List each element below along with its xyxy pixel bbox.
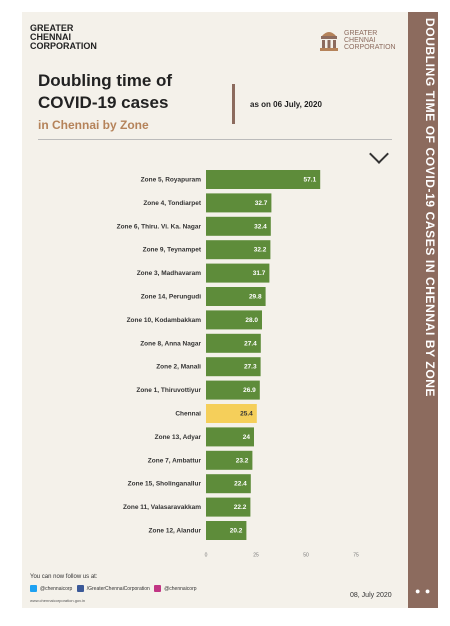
title-divider [232, 84, 235, 124]
brand-line: CHENNAI [30, 32, 72, 42]
title-line: COVID-19 cases [38, 93, 169, 112]
gcc-emblem-icon [320, 32, 338, 51]
category-label: Zone 3, Madhavaram [137, 270, 202, 277]
bar [206, 380, 260, 400]
social-links: @chennaicorp /GreaterChennaiCorporation … [30, 585, 200, 592]
page-subtitle: in Chennai by Zone [38, 118, 149, 132]
bar [206, 427, 254, 447]
twitter-icon[interactable] [30, 585, 37, 592]
category-label: Chennai [175, 411, 201, 418]
follow-text: You can now follow us at: [30, 574, 98, 580]
side-banner [408, 12, 438, 608]
data-label: 32.4 [254, 223, 267, 230]
tick-label: 25 [253, 552, 259, 558]
category-label: Zone 13, Adyar [155, 434, 202, 441]
bar [206, 287, 266, 306]
bar [206, 474, 251, 494]
website-link[interactable]: www.chennaicorporation.gov.in [30, 598, 86, 603]
data-label: 31.7 [253, 270, 266, 277]
as-on-date: as on 06 July, 2020 [250, 100, 322, 109]
instagram-handle[interactable]: @chennaicorp [164, 585, 197, 592]
instagram-icon[interactable] [154, 585, 162, 592]
bar-chart: Zone 5, Royapuram 57.1 Zone 4, Tondiarpet 3… [117, 170, 359, 558]
twitter-handle[interactable]: @chennaicorp [40, 585, 73, 592]
category-label: Zone 10, Kodambakkam [127, 317, 202, 324]
data-label: 27.3 [244, 364, 257, 371]
bar [206, 240, 271, 260]
header-rule [38, 139, 392, 140]
brand-line: CORPORATION [30, 41, 97, 51]
category-label: Zone 12, Alandur [149, 528, 202, 535]
bar [206, 170, 321, 189]
category-label: Zone 8, Anna Nagar [140, 340, 201, 347]
category-label: Zone 9, Teynampet [143, 247, 202, 254]
brand-wordmark: GREATER CHENNAI CORPORATION [30, 24, 97, 51]
logo-line: CHENNAI [344, 37, 376, 44]
data-label: 28.0 [245, 317, 258, 324]
logo-line: GREATER [344, 30, 378, 37]
data-label: 22.4 [234, 481, 247, 488]
data-label: 57.1 [304, 177, 317, 184]
category-label: Zone 4, Tondiarpet [143, 200, 201, 207]
category-label: Zone 15, Sholinganallur [128, 481, 202, 488]
data-label: 23.2 [236, 457, 249, 464]
category-label: Zone 2, Manali [156, 364, 201, 371]
tick-label: 75 [353, 552, 359, 558]
bar [206, 497, 251, 517]
side-banner-text: DOUBLING TIME OF COVID-19 CASES IN CHENN… [423, 18, 437, 398]
page-title: Doubling time of COVID-19 cases [38, 70, 172, 114]
category-label: Zone 6, Thiru. Vi. Ka. Nagar [117, 223, 202, 230]
bar [206, 357, 261, 377]
data-label: 24 [243, 434, 251, 441]
data-label: 29.8 [249, 294, 262, 301]
category-label: Zone 14, Perungudi [141, 294, 202, 301]
title-line: Doubling time of [38, 71, 173, 90]
bar [206, 310, 262, 330]
category-label: Zone 5, Royapuram [141, 177, 202, 184]
data-label: 20.2 [230, 528, 243, 535]
data-label: 32.2 [254, 247, 267, 254]
bar [206, 450, 253, 470]
bar [206, 263, 270, 283]
bar [206, 333, 261, 353]
data-label: 27.4 [244, 340, 257, 347]
tick-label: 50 [303, 552, 309, 558]
bar [206, 193, 272, 213]
facebook-handle[interactable]: /GreaterChennaiCorporation [86, 585, 150, 592]
tick-label: 0 [205, 552, 208, 558]
category-label: Zone 1, Thiruvottiyur [136, 387, 201, 394]
logo-caption: GREATER CHENNAI CORPORATION [344, 30, 396, 51]
bar [206, 521, 247, 540]
logo-line: CORPORATION [344, 44, 396, 51]
data-label: 25.4 [240, 411, 253, 418]
facebook-icon[interactable] [76, 585, 84, 592]
side-banner-dots: ● ● [415, 586, 432, 596]
footer-date: 08, July 2020 [350, 592, 392, 599]
brand-line: GREATER [30, 23, 74, 33]
category-label: Zone 11, Valasaravakkam [123, 504, 201, 511]
data-label: 32.7 [255, 200, 268, 207]
data-label: 26.9 [243, 387, 256, 394]
data-label: 22.2 [234, 504, 247, 511]
bar [206, 404, 257, 423]
category-label: Zone 7, Ambattur [148, 457, 202, 464]
bar [206, 216, 271, 236]
